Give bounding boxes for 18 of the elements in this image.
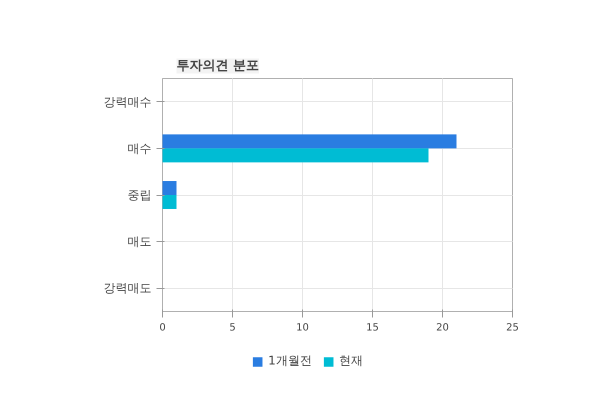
bar	[162, 134, 456, 148]
y-tick-label: 강력매도	[104, 281, 152, 296]
x-tick-label: 5	[229, 322, 236, 334]
bar	[162, 195, 176, 209]
y-tick-label: 매수	[128, 141, 152, 156]
legend-label: 1개월전	[268, 352, 312, 370]
y-tick-label: 매도	[128, 234, 152, 249]
y-tick-label: 중립	[128, 188, 152, 202]
bar	[162, 148, 428, 162]
bar	[162, 181, 176, 195]
legend-label: 현재	[338, 352, 363, 370]
x-tick-label: 15	[366, 322, 379, 334]
x-tick-label: 25	[506, 322, 519, 334]
x-tick-label: 0	[159, 322, 166, 334]
x-tick-label: 20	[436, 322, 449, 334]
chart-title: 투자의견 분포	[176, 58, 260, 74]
x-tick-label: 10	[296, 322, 309, 334]
y-tick-label: 강력매수	[104, 94, 152, 109]
